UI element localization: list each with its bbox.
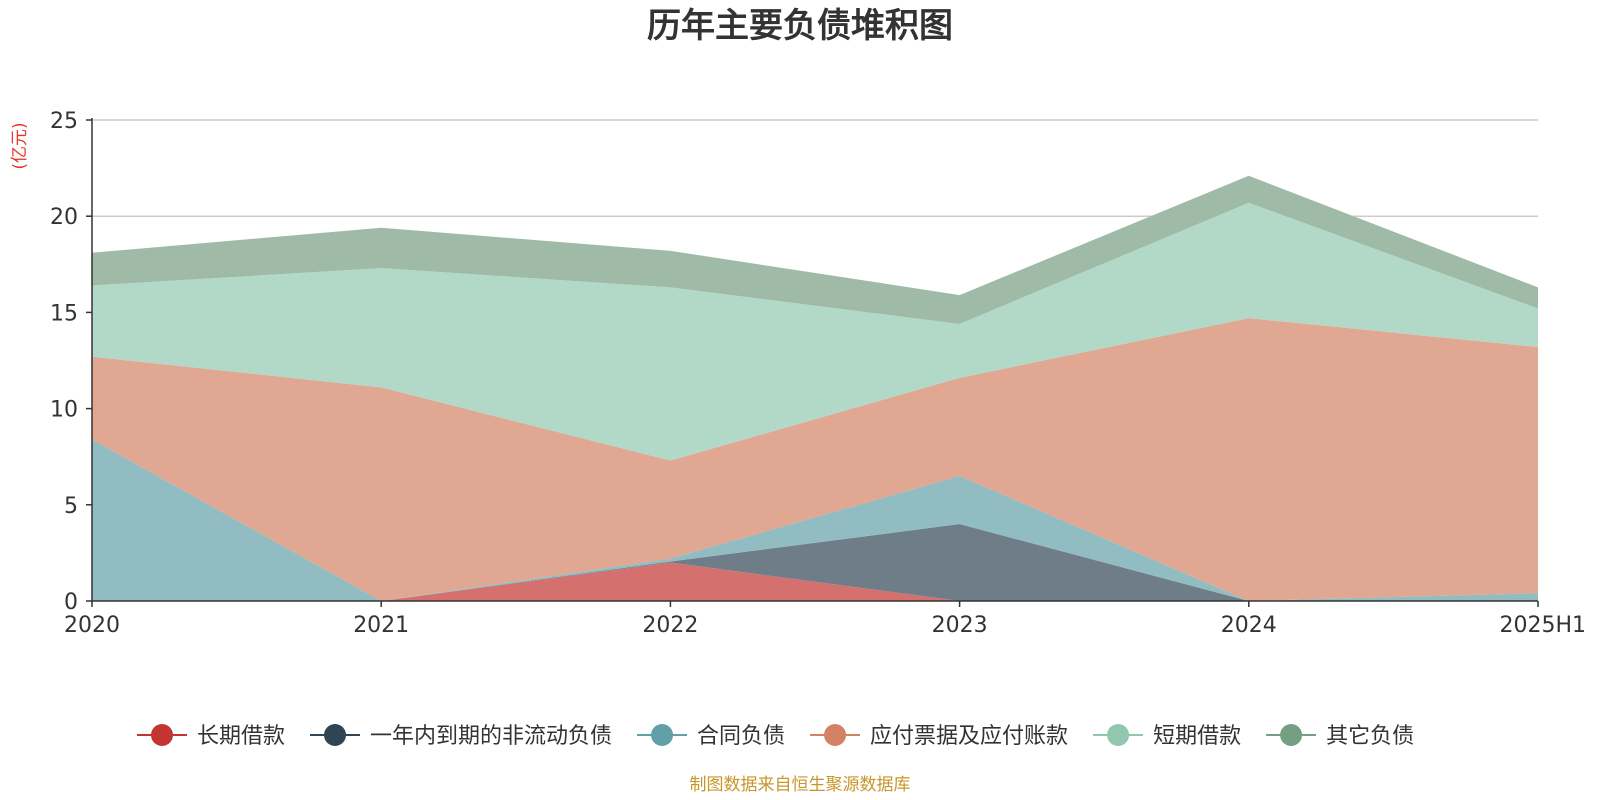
x-tick-label-1: 2021 xyxy=(353,613,409,638)
legend-item-4[interactable]: 短期借款 xyxy=(1093,724,1241,749)
x-tick-label-3: 2023 xyxy=(932,613,988,638)
legend-marker-1 xyxy=(324,724,347,746)
legend[interactable]: 长期借款 一年内到期的非流动负债 合同负债 应付票据及应付账款 短期借款 其它负债 xyxy=(137,724,1414,749)
area-series-1 xyxy=(92,524,1538,601)
y-axis-unit: (亿元) xyxy=(10,122,30,169)
legend-item-0[interactable]: 长期借款 xyxy=(137,724,285,749)
x-tick-label-5: 2025H1 xyxy=(1499,613,1586,638)
legend-label-5: 其它负债 xyxy=(1326,724,1414,749)
x-tick-label-0: 2020 xyxy=(64,613,120,638)
y-tick-label-1: 5 xyxy=(64,494,78,519)
y-tick-label-0: 0 xyxy=(64,590,78,615)
y-tick-label-4: 20 xyxy=(50,205,78,230)
x-tick-label-2: 2022 xyxy=(642,613,698,638)
legend-label-0: 长期借款 xyxy=(197,724,285,749)
legend-label-3: 应付票据及应付账款 xyxy=(870,724,1068,749)
area-series-5 xyxy=(92,175,1538,324)
legend-item-2[interactable]: 合同负债 xyxy=(637,724,785,749)
area-series-3 xyxy=(92,318,1538,601)
x-tick-label-4: 2024 xyxy=(1221,613,1277,638)
chart-title: 历年主要负债堆积图 xyxy=(647,6,953,46)
y-tick-label-2: 10 xyxy=(50,398,78,423)
legend-item-3[interactable]: 应付票据及应付账款 xyxy=(810,724,1068,749)
legend-label-4: 短期借款 xyxy=(1153,724,1241,749)
legend-marker-3 xyxy=(824,724,847,746)
y-tick-label-3: 15 xyxy=(50,301,78,326)
legend-item-1[interactable]: 一年内到期的非流动负债 xyxy=(310,724,612,749)
legend-marker-0 xyxy=(151,724,173,746)
legend-marker-5 xyxy=(1280,724,1303,746)
legend-item-5[interactable]: 其它负债 xyxy=(1266,724,1414,749)
source-note: 制图数据来自恒生聚源数据库 xyxy=(690,775,911,795)
area-series-4 xyxy=(92,202,1538,461)
axes: 0 5 10 15 20 25 2020 2021 2022 2023 2024 2025H1 xyxy=(50,109,1586,638)
legend-label-2: 合同负债 xyxy=(697,724,785,749)
legend-marker-4 xyxy=(1107,724,1130,746)
legend-label-1: 一年内到期的非流动负债 xyxy=(370,724,612,749)
legend-marker-2 xyxy=(651,724,674,746)
area-series-2 xyxy=(92,439,1538,601)
y-tick-label-5: 25 xyxy=(50,109,78,134)
area-series xyxy=(92,175,1538,601)
